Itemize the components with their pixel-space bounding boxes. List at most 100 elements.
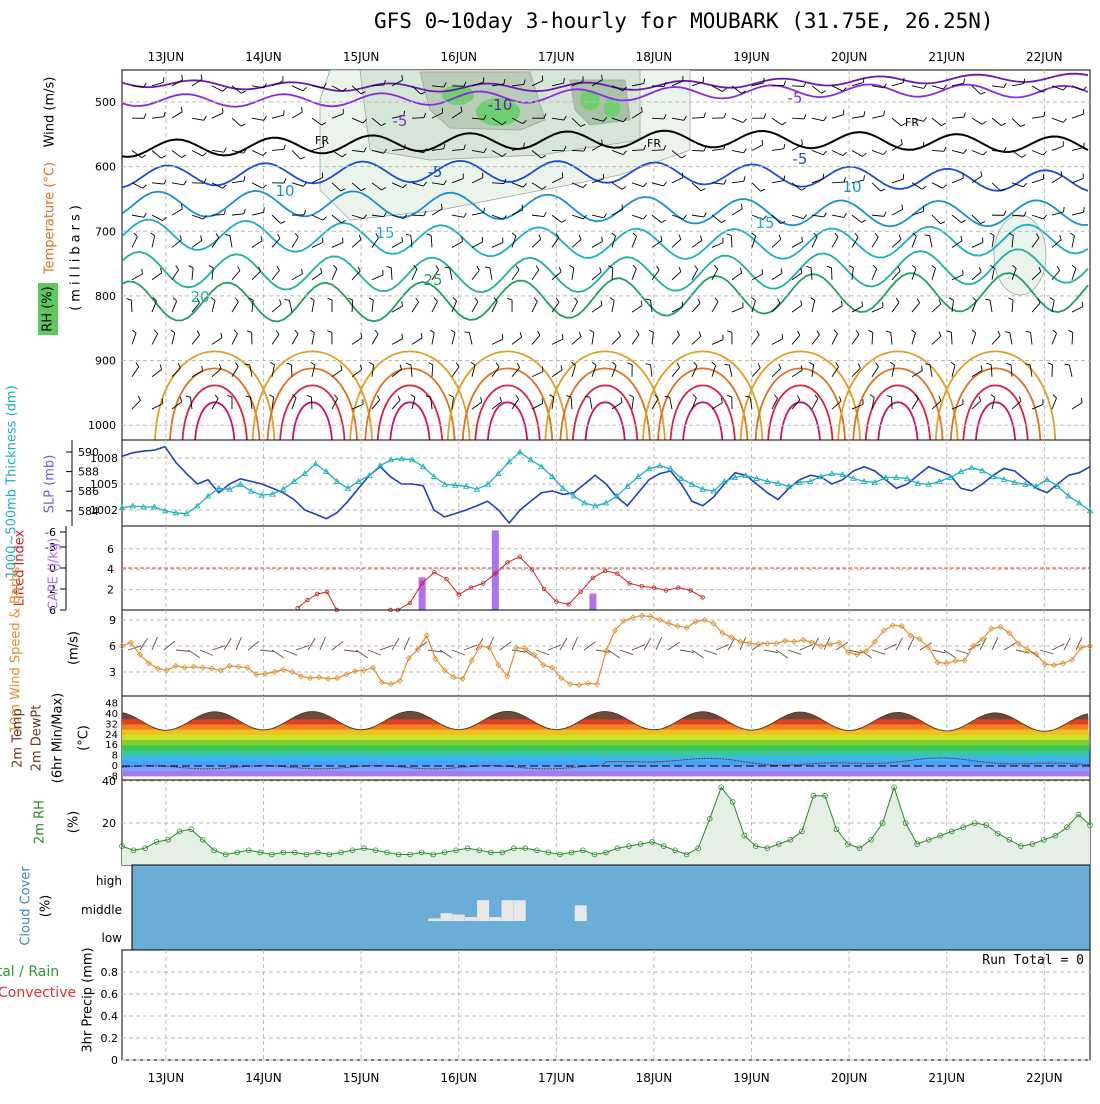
wind-barb <box>852 116 864 118</box>
lifted-index-point <box>296 606 300 610</box>
wind-barb <box>992 118 1001 125</box>
wind-barb <box>729 365 732 377</box>
pressure-tick-label: 700 <box>95 225 116 238</box>
wind-barb <box>672 335 680 344</box>
wind-barb <box>272 335 279 345</box>
wind-barb-flag <box>679 235 681 240</box>
pressure-tick-label: 500 <box>95 96 116 109</box>
wind-barb <box>272 304 281 312</box>
wind-barb-flag <box>751 298 755 301</box>
wind-barb <box>571 397 572 409</box>
wind-barb-flag <box>715 298 718 302</box>
wind-barb <box>392 242 402 248</box>
wind-barb-flag <box>925 235 930 236</box>
wind-barb <box>792 370 802 376</box>
wind-barb-flag <box>559 267 561 272</box>
wind-barb-flag <box>327 298 332 300</box>
wind-barb-flag <box>701 236 702 241</box>
wind-barb <box>132 333 136 344</box>
wind-barb-flag <box>215 395 218 399</box>
wind-barb-flag <box>1050 298 1054 301</box>
wind-barb-flag <box>824 213 827 217</box>
wind-barb <box>172 333 175 345</box>
wind-barb-flag <box>961 220 965 223</box>
bottom-date-label: 18JUN <box>636 1071 673 1085</box>
wind-barb <box>232 118 241 126</box>
wind-barb-flag <box>1009 298 1013 300</box>
wind-barb <box>292 274 302 280</box>
bottom-date-label: 16JUN <box>440 1071 477 1085</box>
cloud-level-label: middle <box>81 903 122 917</box>
wind-barb-flag <box>1043 151 1046 155</box>
wind-barb-flag <box>482 237 483 242</box>
bottom-date-label: 22JUN <box>1026 1071 1063 1085</box>
rh-tick-label: 20 <box>102 817 116 830</box>
temperature-contour <box>122 273 1088 321</box>
wind-barb <box>552 370 562 377</box>
wind-barb <box>788 650 801 654</box>
wind-barb-flag <box>643 183 646 187</box>
wind-barb-flag <box>864 111 865 116</box>
wind-barb-flag <box>264 207 265 212</box>
wind-barb-flag <box>964 149 967 153</box>
wind-barb-flag <box>752 233 756 236</box>
wind-barb <box>212 215 224 216</box>
wind-barb <box>912 86 924 89</box>
wind-barb <box>1052 176 1062 183</box>
wind-barb-flag <box>681 156 685 158</box>
wind-barb <box>632 335 639 345</box>
wind-barb-flag <box>160 365 161 370</box>
dewpoint-axis-label: 2m DewPt <box>30 705 45 772</box>
wind-barb-flag <box>600 267 602 272</box>
wind-barb-flag <box>628 363 633 365</box>
wind-barb <box>132 274 142 280</box>
wind-barb <box>812 399 818 409</box>
wind-barb <box>252 241 262 248</box>
wind-barb <box>632 397 634 409</box>
wind-barb-flag <box>727 395 732 397</box>
wind-barb-flag <box>1004 83 1006 87</box>
wind-barb <box>990 300 992 312</box>
wind-barb <box>892 365 894 377</box>
wind-barb-flag <box>641 301 642 306</box>
wind-barb <box>772 339 783 345</box>
wind-barb-flag <box>436 266 439 270</box>
wind-barb <box>1032 179 1043 183</box>
wind-barb-flag <box>802 140 803 145</box>
wind-barb <box>792 305 802 312</box>
wind-barb-flag <box>774 395 777 399</box>
wind-barb <box>811 268 812 280</box>
wind-barb <box>252 271 261 279</box>
wind-barb-flag <box>280 300 282 305</box>
wind-barb-flag <box>677 363 679 367</box>
wind-barb-flag <box>610 298 614 301</box>
wind-barb-flag <box>901 139 902 144</box>
wind-barb <box>772 303 780 312</box>
wind-barb <box>192 268 193 280</box>
wind-barb <box>732 209 742 215</box>
top-date-label: 20JUN <box>831 50 868 64</box>
wind-barb <box>212 369 221 377</box>
wind-barb-flag <box>377 395 379 399</box>
boundary-layer-contour <box>780 402 820 450</box>
contour-label: -5 <box>793 150 808 168</box>
wind-barb-flag <box>1053 394 1057 397</box>
wind-barb <box>932 150 944 151</box>
wind-barb-flag <box>263 152 267 155</box>
wind-barb-flag <box>932 265 936 268</box>
wind-barb <box>368 650 381 655</box>
wind-barb <box>972 272 981 280</box>
wind-barb <box>372 300 373 312</box>
wind-barb-flag <box>225 235 230 236</box>
wind-barb <box>792 118 804 119</box>
precip-tick-label: 0.4 <box>101 1010 119 1023</box>
wind-barb-flag <box>592 362 596 365</box>
wind-barb-flag <box>661 220 665 222</box>
wind-barb-flag <box>1026 331 1031 332</box>
rh2m-axis-label: 2m RH <box>33 800 48 844</box>
wind-barb-flag <box>406 363 411 364</box>
wind-barb-flag <box>801 300 802 305</box>
wind-barb <box>212 150 224 152</box>
wind-axis-label: Wind (m/s) <box>43 77 58 148</box>
